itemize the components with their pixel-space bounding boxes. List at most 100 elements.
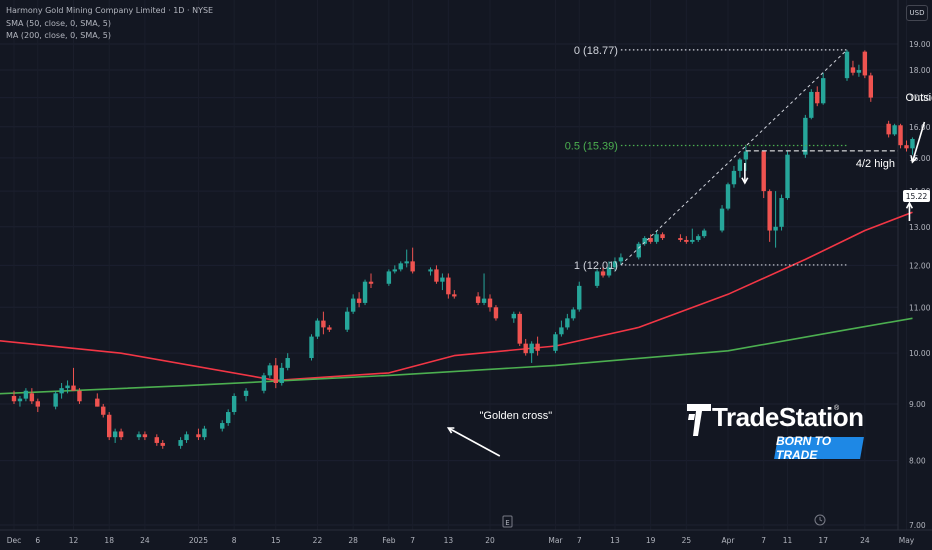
candle-body	[809, 91, 814, 118]
candle-body	[565, 318, 570, 328]
candle-body	[678, 238, 683, 240]
candle	[315, 318, 320, 339]
last-price-tag: 15.22	[903, 190, 930, 202]
price-tick-label: 10.00	[909, 349, 931, 358]
price-tick-label: 16.00	[909, 123, 931, 132]
candle	[321, 311, 326, 335]
candle-body	[779, 198, 784, 227]
candle-body	[345, 311, 350, 330]
price-axis[interactable]: 7.008.009.0010.0011.0012.0013.0014.0015.…	[909, 40, 931, 530]
candle-body	[785, 154, 790, 199]
candle	[29, 388, 35, 404]
candle-body	[368, 281, 374, 284]
arrow-outside-icon-head	[910, 155, 918, 164]
candle-body	[261, 375, 267, 391]
candle	[231, 393, 237, 415]
candle	[261, 372, 267, 394]
candle-body	[719, 208, 725, 231]
candle-body	[160, 442, 165, 446]
candle	[178, 437, 183, 449]
arrow-up-icon	[905, 201, 914, 221]
candle-body	[475, 296, 481, 303]
time-axis[interactable]: Dec 6 12 18 24 2025 8 15 22 28 Feb 7 13 20 Mar 7 13 19 25 A…	[7, 536, 932, 545]
candle-body	[184, 434, 189, 441]
indicator-sma50-label[interactable]: SMA (50, close, 0, SMA, 5)	[6, 19, 111, 28]
candle-body	[71, 385, 76, 391]
candle-body	[428, 269, 433, 272]
time-tick-label: 20	[485, 536, 495, 545]
price-tick-label: 8.00	[909, 457, 926, 466]
candle	[809, 89, 814, 120]
candle-body	[737, 159, 743, 171]
candle	[142, 431, 148, 441]
time-tick-label: Apr	[722, 536, 736, 545]
candle	[428, 267, 433, 276]
time-tick-label: May	[899, 536, 915, 545]
candle	[904, 140, 909, 152]
candle	[410, 247, 415, 274]
candle	[112, 428, 118, 443]
candle	[856, 64, 862, 77]
candle	[815, 86, 820, 107]
candle	[559, 320, 564, 337]
candle	[404, 249, 409, 268]
candle	[731, 165, 737, 188]
candle	[821, 72, 826, 105]
candle	[475, 292, 481, 306]
events-marker-label: E	[505, 519, 509, 527]
time-tick-label: 6	[35, 536, 40, 545]
candle-body	[273, 365, 278, 383]
candle	[285, 353, 290, 371]
candle	[773, 191, 778, 248]
candle-body	[59, 388, 64, 394]
candle	[65, 380, 70, 394]
time-tick-label: 7	[410, 536, 415, 545]
candle-body	[452, 294, 457, 297]
candle	[309, 334, 314, 361]
candle-body	[11, 395, 17, 402]
candle-body	[904, 145, 909, 149]
replay-icon[interactable]	[814, 514, 826, 526]
candle	[101, 403, 106, 418]
candle	[606, 261, 612, 278]
tradestation-logo-icon	[687, 404, 711, 436]
time-tick-label: 17	[818, 536, 828, 545]
candle	[553, 331, 558, 354]
candle	[737, 157, 743, 178]
candle	[71, 367, 76, 391]
price-tick-label: 18.00	[909, 66, 931, 75]
drawings: 0 (18.77) 0.5 (15.39) 1 (12.01) 4/2 high Out…	[446, 45, 932, 457]
candle-body	[648, 238, 653, 242]
candle	[95, 393, 100, 407]
candle-body	[327, 327, 332, 330]
currency-button[interactable]: USD	[906, 5, 928, 21]
time-tick-label: Dec	[7, 536, 22, 545]
events-marker[interactable]: E	[502, 515, 513, 528]
time-tick-label: 7	[577, 536, 582, 545]
candle-body	[517, 313, 522, 344]
candle-body	[850, 67, 856, 73]
candle-body	[767, 191, 772, 231]
indicator-ma200-label[interactable]: MA (200, close, 0, SMA, 5)	[6, 31, 112, 40]
candle	[696, 234, 701, 242]
price-tick-label: 15.00	[909, 154, 931, 163]
candle-body	[202, 428, 207, 438]
candle-body	[803, 117, 808, 155]
candle	[487, 294, 493, 312]
candle	[725, 182, 731, 211]
candle	[160, 440, 165, 449]
candle-body	[600, 271, 606, 276]
candle	[511, 311, 516, 323]
candle-body	[481, 298, 487, 303]
candle-body	[410, 261, 415, 272]
time-tick-label: 19	[646, 536, 656, 545]
candle	[868, 72, 873, 102]
ma200-line	[0, 317, 913, 395]
candle-body	[53, 393, 58, 407]
candle	[11, 390, 17, 404]
candle-body	[594, 271, 600, 286]
candle-body	[142, 434, 148, 438]
time-tick-label: 13	[610, 536, 620, 545]
